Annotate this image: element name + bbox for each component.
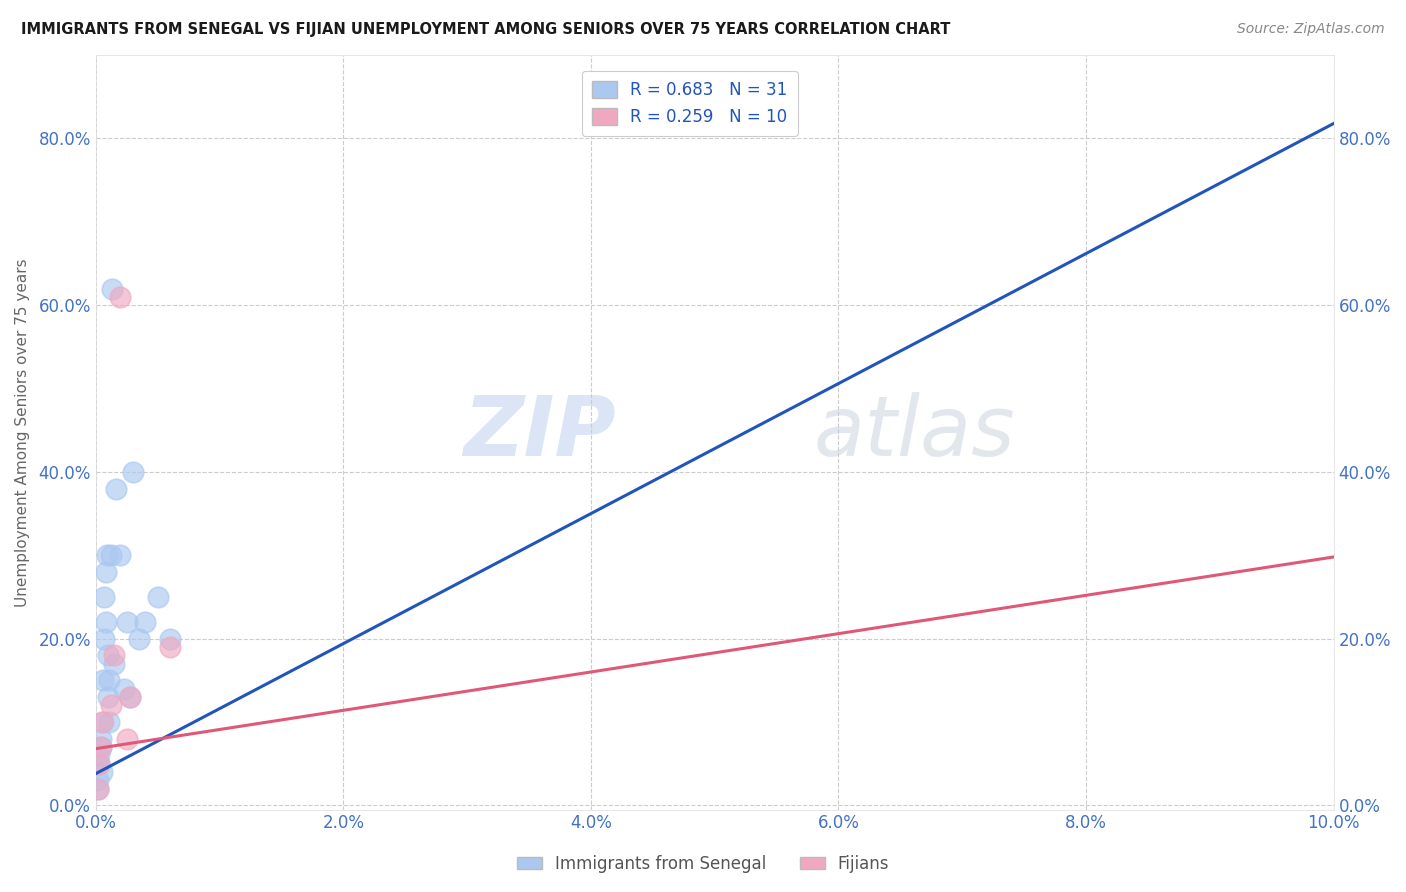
Legend: Immigrants from Senegal, Fijians: Immigrants from Senegal, Fijians — [510, 848, 896, 880]
Point — [100, 549, 122, 563]
Point — [91, 714, 114, 729]
Point — [110, 549, 132, 563]
Point — [134, 615, 156, 629]
Point — [120, 690, 142, 704]
Point — [112, 681, 135, 696]
Point — [93, 632, 115, 646]
Point — [90, 714, 112, 729]
Point — [98, 714, 121, 729]
Text: IMMIGRANTS FROM SENEGAL VS FIJIAN UNEMPLOYMENT AMONG SENIORS OVER 75 YEARS CORRE: IMMIGRANTS FROM SENEGAL VS FIJIAN UNEMPL… — [21, 22, 950, 37]
Point — [89, 748, 111, 763]
Point — [97, 648, 120, 663]
Point — [87, 773, 110, 788]
Point — [121, 465, 143, 479]
Point — [94, 615, 117, 629]
Point — [90, 739, 112, 754]
Point — [146, 590, 169, 604]
Point — [96, 549, 118, 563]
Y-axis label: Unemployment Among Seniors over 75 years: Unemployment Among Seniors over 75 years — [15, 258, 30, 607]
Text: ZIP: ZIP — [463, 392, 616, 473]
Point — [90, 765, 112, 780]
Point — [110, 290, 132, 304]
Point — [100, 698, 122, 713]
Text: atlas: atlas — [814, 392, 1015, 473]
Point — [159, 640, 181, 654]
Point — [91, 673, 114, 688]
Point — [97, 690, 120, 704]
Point — [159, 632, 181, 646]
Point — [94, 565, 117, 579]
Point — [104, 482, 127, 496]
Point — [89, 756, 111, 771]
Point — [89, 756, 111, 771]
Point — [90, 731, 112, 746]
Text: Source: ZipAtlas.com: Source: ZipAtlas.com — [1237, 22, 1385, 37]
Point — [115, 615, 138, 629]
Point — [90, 739, 112, 754]
Point — [103, 648, 125, 663]
Point — [120, 690, 142, 704]
Point — [98, 673, 121, 688]
Point — [128, 632, 150, 646]
Point — [101, 281, 124, 295]
Legend: R = 0.683   N = 31, R = 0.259   N = 10: R = 0.683 N = 31, R = 0.259 N = 10 — [582, 71, 797, 136]
Point — [87, 781, 110, 796]
Point — [87, 781, 110, 796]
Point — [93, 590, 115, 604]
Point — [103, 657, 125, 671]
Point — [115, 731, 138, 746]
